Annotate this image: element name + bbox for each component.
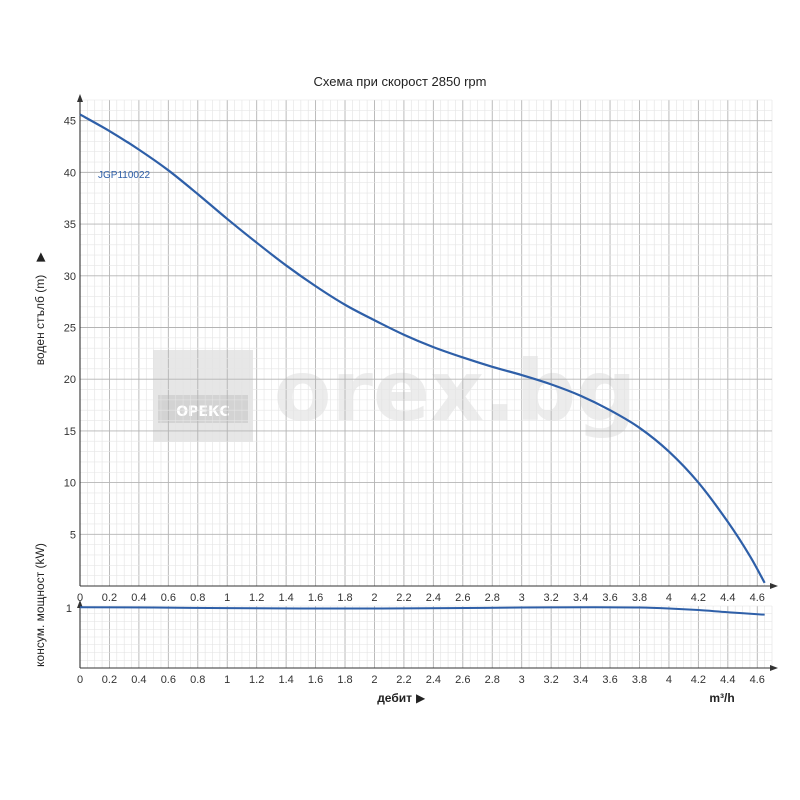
x-tick-label: 3.4 xyxy=(573,674,588,686)
watermark-logo-icon xyxy=(153,350,253,442)
x-tick-label: 4.2 xyxy=(691,592,706,604)
x-tick-label: 3 xyxy=(519,674,525,686)
x-tick-label: 3.2 xyxy=(544,674,559,686)
x-tick-label: 2.6 xyxy=(455,592,470,604)
x-tick-label: 0.4 xyxy=(131,674,146,686)
power-curve-line xyxy=(79,606,765,616)
x-tick-label: 0.8 xyxy=(190,592,205,604)
x-tick-label: 0 xyxy=(77,674,83,686)
series-label-jgp110022: JGP110022 xyxy=(98,170,151,181)
y-tick-label: 5 xyxy=(70,529,76,541)
x-tick-label: 1 xyxy=(224,674,230,686)
x-tick-label: 4.6 xyxy=(750,674,765,686)
y-axis-arrow: ▶ xyxy=(33,252,47,262)
x-tick-label: 2.8 xyxy=(485,592,500,604)
y-tick-label: 25 xyxy=(64,322,76,334)
main-x-tick-labels: 0 0.2 0.4 0.6 0.8 1 1.2 1.4 1.6 1.8 2 2.2 2.4 2.6 2.8 3… xyxy=(77,592,765,604)
x-tick-label: 2.2 xyxy=(396,674,411,686)
x-tick-label: 4 xyxy=(666,674,672,686)
x-tick-label: 3.6 xyxy=(602,674,617,686)
x-tick-label: 1 xyxy=(224,592,230,604)
x-tick-label: 0.8 xyxy=(190,674,205,686)
x-tick-label: 4.4 xyxy=(720,674,735,686)
x-tick-label: 1.2 xyxy=(249,674,264,686)
x-tick-label: 3.6 xyxy=(602,592,617,604)
x-tick-label: 0.6 xyxy=(161,674,176,686)
main-chart-axes xyxy=(77,94,778,589)
x-tick-label: 4.4 xyxy=(720,592,735,604)
x-tick-label: 3.8 xyxy=(632,674,647,686)
y-axis-label-head: воден стълб (m) xyxy=(33,275,47,365)
x-tick-label: 2 xyxy=(371,592,377,604)
power-x-tick-labels: 0 0.2 0.4 0.6 0.8 1 1.2 1.4 1.6 1.8 2 2.2 2.4 2.6 2.8 3… xyxy=(77,674,765,686)
power-y-axis-arrowhead xyxy=(77,600,83,608)
x-tick-label: 2.2 xyxy=(396,592,411,604)
x-tick-label: 4.6 xyxy=(750,592,765,604)
x-tick-label: 0.6 xyxy=(161,592,176,604)
main-y-tick-labels: 5 10 15 20 25 30 35 40 45 xyxy=(64,116,76,542)
power-chart-grid xyxy=(79,605,773,669)
x-tick-label: 0 xyxy=(77,592,83,604)
x-axis-unit: m³/h xyxy=(709,691,734,705)
chart-title: Схема при скорост 2850 rpm xyxy=(314,74,487,89)
x-tick-label: 2.4 xyxy=(426,674,441,686)
main-chart-grid xyxy=(79,99,773,587)
y-tick-label: 40 xyxy=(64,167,76,179)
y-tick-label: 30 xyxy=(64,271,76,283)
x-tick-label: 1.6 xyxy=(308,674,323,686)
x-tick-label: 3.8 xyxy=(632,592,647,604)
x-tick-label: 2.6 xyxy=(455,674,470,686)
head-curve-line xyxy=(79,113,766,584)
power-chart-axes xyxy=(77,600,778,671)
watermark-site-text: orex.bg xyxy=(274,342,636,440)
power-y-tick-label: 1 xyxy=(66,603,72,615)
x-tick-label: 4 xyxy=(666,592,672,604)
x-tick-label: 0.2 xyxy=(102,592,117,604)
power-x-axis-arrowhead xyxy=(770,665,778,671)
x-axis-arrowhead xyxy=(770,583,778,589)
x-tick-label: 3.2 xyxy=(544,592,559,604)
x-tick-label: 1.4 xyxy=(278,674,293,686)
x-tick-label: 2.8 xyxy=(485,674,500,686)
x-tick-label: 1.2 xyxy=(249,592,264,604)
x-tick-label: 2.4 xyxy=(426,592,441,604)
x-tick-label: 0.4 xyxy=(131,592,146,604)
x-tick-label: 4.2 xyxy=(691,674,706,686)
y-axis-label-power: консум. мощност (kW) xyxy=(33,543,47,667)
x-tick-label: 1.6 xyxy=(308,592,323,604)
x-tick-label: 1.8 xyxy=(337,592,352,604)
watermark: ОРЕКС orex.bg xyxy=(153,342,636,442)
x-tick-label: 0.2 xyxy=(102,674,117,686)
x-tick-label: 1.8 xyxy=(337,674,352,686)
y-tick-label: 10 xyxy=(64,478,76,490)
y-axis-arrowhead xyxy=(77,94,83,102)
y-tick-label: 15 xyxy=(64,426,76,438)
y-tick-label: 45 xyxy=(64,116,76,128)
x-axis-label-flow: дебит xyxy=(377,691,412,705)
x-tick-label: 1.4 xyxy=(278,592,293,604)
watermark-logo-text: ОРЕКС xyxy=(176,404,229,420)
x-tick-label: 3.4 xyxy=(573,592,588,604)
x-tick-label: 3 xyxy=(519,592,525,604)
y-tick-label: 35 xyxy=(64,219,76,231)
y-tick-label: 20 xyxy=(64,374,76,386)
x-tick-label: 2 xyxy=(371,674,377,686)
x-axis-arrow: ▶ xyxy=(416,691,426,705)
